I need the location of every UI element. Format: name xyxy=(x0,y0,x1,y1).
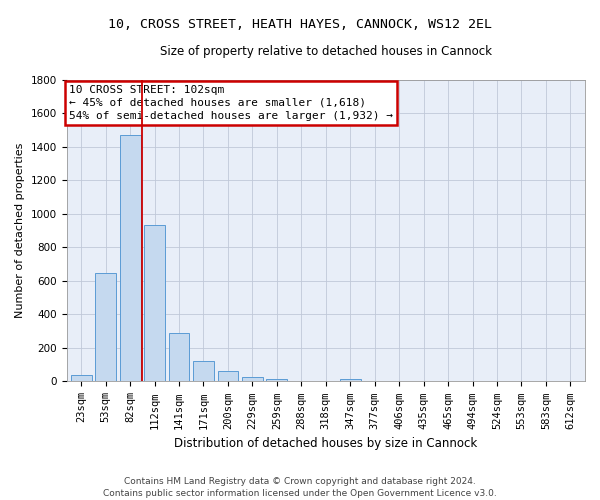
Bar xyxy=(193,360,214,382)
Title: Size of property relative to detached houses in Cannock: Size of property relative to detached ho… xyxy=(160,45,492,58)
Y-axis label: Number of detached properties: Number of detached properties xyxy=(15,143,25,318)
Bar xyxy=(242,378,263,382)
Bar xyxy=(340,379,361,382)
Text: 10 CROSS STREET: 102sqm
← 45% of detached houses are smaller (1,618)
54% of semi: 10 CROSS STREET: 102sqm ← 45% of detache… xyxy=(69,84,393,121)
Bar xyxy=(71,375,92,382)
Bar xyxy=(144,225,165,382)
X-axis label: Distribution of detached houses by size in Cannock: Distribution of detached houses by size … xyxy=(174,437,478,450)
Text: Contains HM Land Registry data © Crown copyright and database right 2024.
Contai: Contains HM Land Registry data © Crown c… xyxy=(103,476,497,498)
Bar xyxy=(169,333,190,382)
Bar xyxy=(218,370,238,382)
Text: 10, CROSS STREET, HEATH HAYES, CANNOCK, WS12 2EL: 10, CROSS STREET, HEATH HAYES, CANNOCK, … xyxy=(108,18,492,30)
Bar xyxy=(266,379,287,382)
Bar xyxy=(95,272,116,382)
Bar xyxy=(120,136,140,382)
